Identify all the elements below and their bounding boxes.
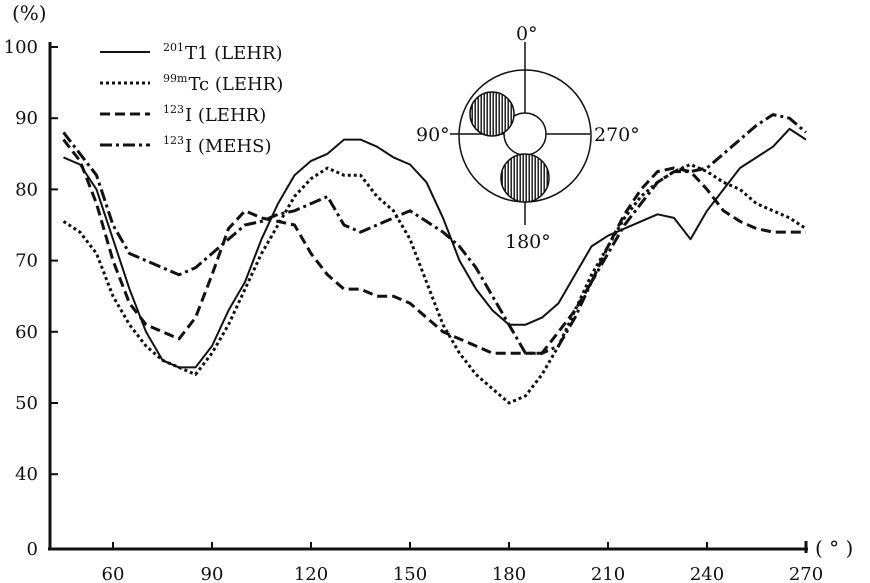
y-tick-label: 90: [15, 108, 38, 129]
series-line-3: [62, 138, 806, 355]
x-tick-label: 180: [492, 564, 526, 583]
y-tick-label: 60: [15, 322, 38, 343]
series-layer: [62, 113, 807, 405]
inset-label-top: 0°: [516, 23, 538, 45]
y-tick-label: 0: [27, 539, 38, 560]
series-line-4: [62, 113, 807, 355]
inset-label-bottom: 180°: [505, 231, 551, 253]
x-tick-label: 90: [201, 564, 224, 583]
x-tick-label: 210: [591, 564, 625, 583]
y-tick-label: 100: [4, 37, 38, 58]
y-tick-label: 80: [15, 179, 38, 200]
ticks-group: 60 90 120 150 180 210 240 270 0 40 50 60 70 80 90 100: [4, 37, 824, 583]
legend-label-3: 123I (LEHR): [163, 103, 266, 126]
inset-label-left: 90°: [416, 124, 450, 146]
axes-group: (%) ( ° ): [12, 1, 853, 560]
y-tick-label: 40: [15, 464, 38, 485]
inset-diagram: 0° 90° 270° 180°: [416, 23, 640, 253]
series-line-2: [62, 163, 807, 405]
x-tick-label: 60: [102, 564, 125, 583]
x-tick-label: 150: [393, 564, 427, 583]
x-tick-label: 120: [294, 564, 328, 583]
series-line-1: [63, 127, 807, 369]
inset-label-right: 270°: [594, 124, 640, 146]
y-axis-label: (%): [12, 1, 47, 25]
legend-label-4: 123I (MEHS): [163, 134, 271, 157]
inset-bottom-lesion: [500, 153, 550, 203]
x-tick-label: 270: [789, 564, 823, 583]
inset-left-lesion: [469, 91, 515, 137]
x-tick-label: 240: [690, 564, 724, 583]
legend: 201T1 (LEHR) 99mTc (LEHR) 123I (LEHR) 123I …: [100, 41, 283, 157]
x-axis-label: ( ° ): [815, 536, 853, 560]
legend-label-1: 201T1 (LEHR): [163, 41, 283, 64]
y-tick-label: 50: [15, 393, 38, 414]
legend-label-2: 99mTc (LEHR): [163, 72, 283, 95]
y-tick-label: 70: [15, 251, 38, 272]
